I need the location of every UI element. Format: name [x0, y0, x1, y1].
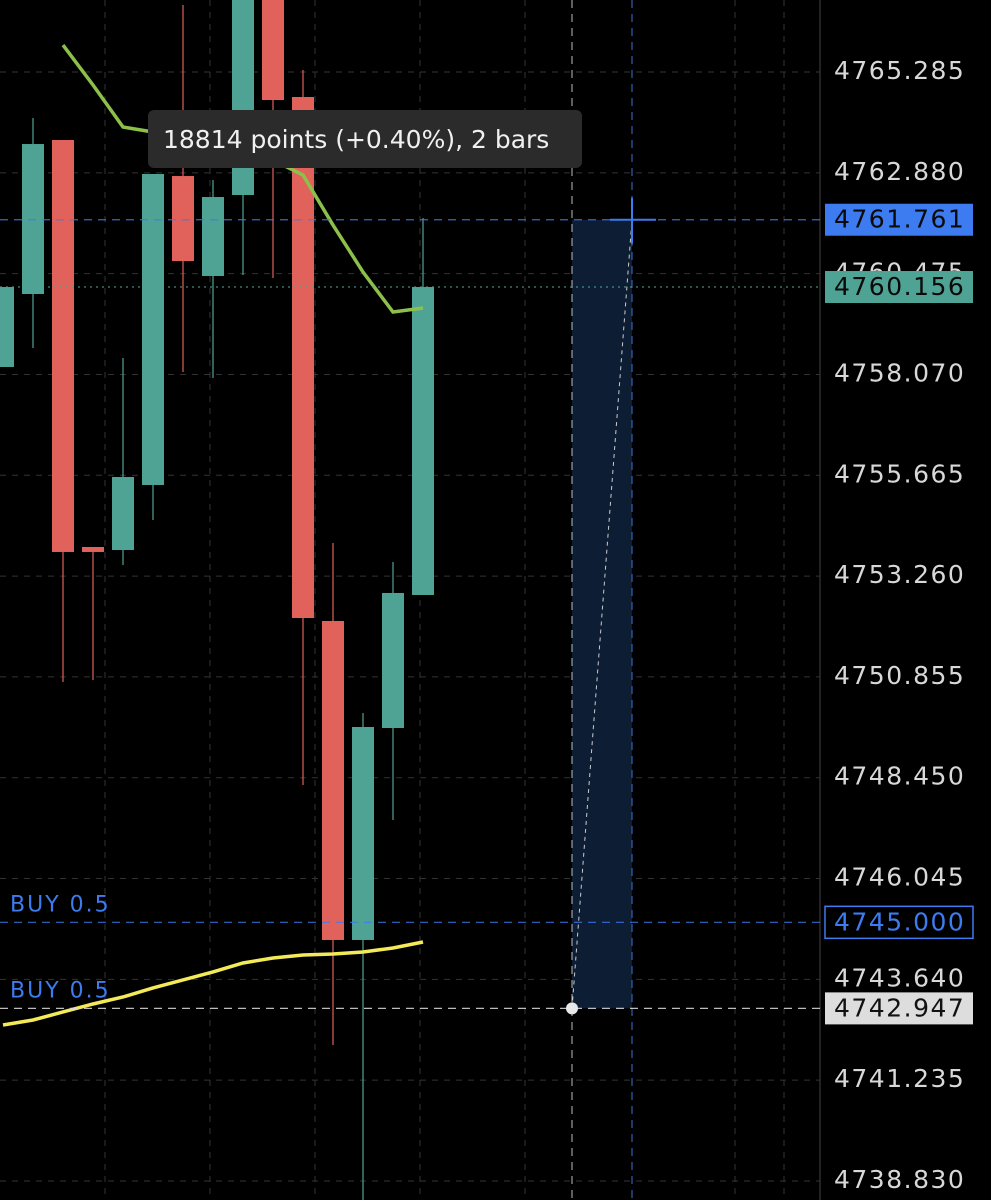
candle-body: [412, 287, 434, 595]
y-tick-label: 4750.855: [834, 661, 965, 690]
candle-body: [382, 592, 404, 728]
price-label: 4761.761: [834, 205, 965, 234]
y-tick-label: 4758.070: [834, 358, 965, 387]
candle-body: [202, 197, 224, 276]
price-label: 4745.000: [834, 907, 965, 936]
tooltip-box: [148, 110, 582, 168]
measure-diagonal: [571, 219, 633, 1009]
candle-body: [142, 174, 164, 485]
y-tick-label: 4753.260: [834, 560, 965, 589]
candle-body: [322, 620, 344, 940]
candle-body: [82, 546, 104, 552]
measure-start: [566, 1002, 578, 1015]
tooltip-text: 18814 points (+0.40%), 2 bars: [163, 125, 549, 154]
candle-body: [262, 0, 284, 101]
y-tick-label: 4762.880: [834, 157, 965, 186]
y-tick-label: 4743.640: [834, 963, 965, 992]
y-tick-label: 4738.830: [834, 1165, 965, 1194]
candle-body: [22, 144, 44, 295]
order-label: BUY 0.5: [10, 892, 111, 917]
candle-body: [112, 476, 134, 551]
y-tick-label: 4765.285: [834, 56, 965, 85]
price-label-box: [825, 271, 973, 304]
price-label-box: [825, 203, 973, 236]
price-label: 4742.947: [834, 993, 965, 1022]
price-label: 4760.156: [834, 272, 965, 301]
time-grid: [104, 0, 785, 1200]
y-tick-label: 4755.665: [834, 459, 965, 488]
price-label-box: [824, 905, 974, 940]
moving-average: [2, 940, 424, 1027]
candle-body: [172, 176, 194, 262]
candle-body: [352, 726, 374, 940]
candle-body: [292, 96, 314, 619]
price-label-box: [825, 992, 973, 1025]
y-tick-label: 4748.450: [834, 762, 965, 791]
candle-body: [52, 140, 74, 552]
order-label: BUY 0.5: [10, 978, 111, 1003]
y-tick-label: 4746.045: [834, 863, 965, 892]
y-tick-label: 4741.235: [834, 1064, 965, 1093]
candle-body: [0, 287, 14, 367]
